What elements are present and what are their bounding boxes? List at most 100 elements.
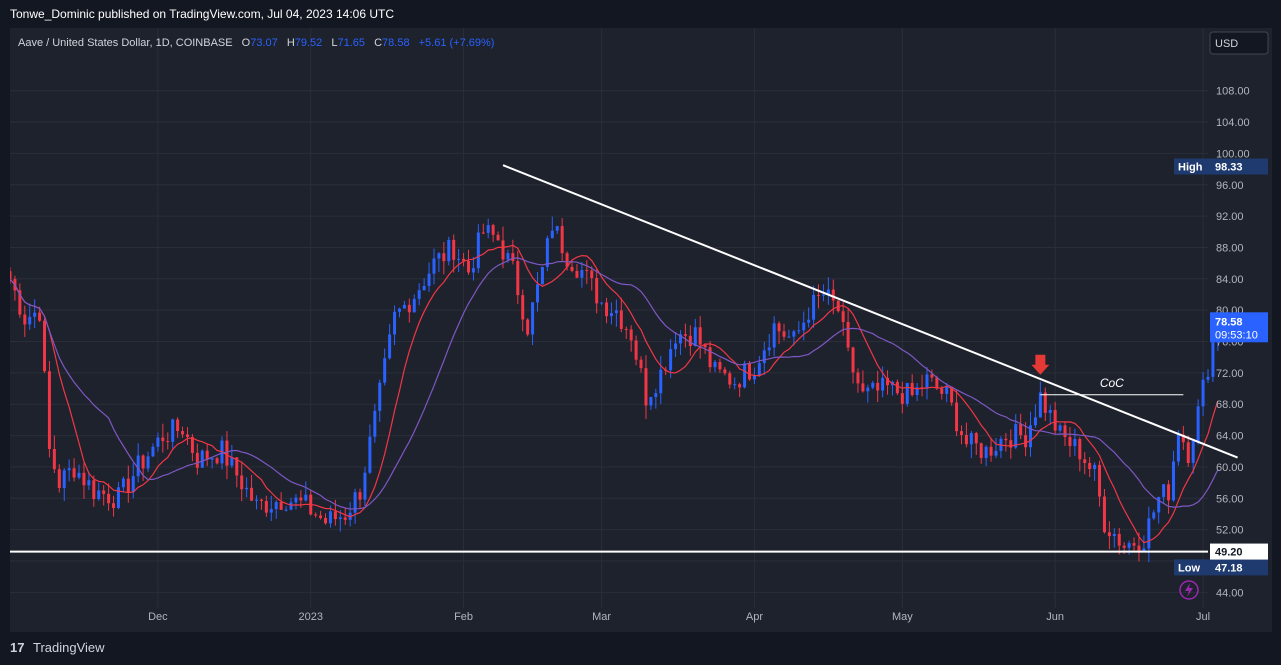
candle-body: [709, 347, 712, 367]
candle-body: [590, 271, 593, 279]
candle-body: [778, 323, 781, 331]
grid-layer: [10, 28, 1208, 608]
candle-body: [166, 441, 169, 442]
legend: Aave / United States Dollar, 1D, COINBAS…: [18, 37, 494, 49]
candle-body: [1044, 392, 1047, 412]
high-marker-value: 98.33: [1215, 161, 1243, 173]
candle-body: [852, 348, 855, 373]
candle-body: [201, 451, 204, 468]
candle-body: [1128, 543, 1131, 548]
candle-body: [1039, 392, 1042, 417]
candle-body: [314, 514, 317, 515]
x-axis-labels: Dec2023FebMarAprMayJunJul: [148, 611, 1210, 623]
candle-body: [477, 233, 480, 269]
candle-body: [156, 438, 159, 447]
candle-body: [334, 511, 337, 519]
y-tick-label: 92.00: [1216, 211, 1244, 223]
y-tick-label: 68.00: [1216, 399, 1244, 411]
candlestick-chart[interactable]: Dec2023FebMarAprMayJunJul CoC 44.0048.00…: [10, 28, 1272, 632]
candle-body: [502, 240, 505, 259]
price-axis[interactable]: 44.0048.0052.0056.0060.0064.0068.0072.00…: [1174, 86, 1268, 600]
currency-button[interactable]: USD: [1210, 32, 1268, 54]
y-tick-label: 72.00: [1216, 368, 1244, 380]
candle-body: [1098, 465, 1101, 497]
candle-body: [304, 495, 307, 501]
candle-body: [457, 259, 460, 260]
chart-container[interactable]: Dec2023FebMarAprMayJunJul CoC 44.0048.00…: [10, 28, 1272, 632]
candle-body: [792, 331, 795, 336]
candle-body: [290, 502, 293, 509]
candle-body: [270, 509, 273, 513]
candle-body: [1167, 484, 1170, 500]
candle-body: [1211, 342, 1214, 377]
candle-body: [428, 274, 431, 286]
candle-body: [250, 488, 253, 501]
candle-body: [58, 469, 61, 488]
candle-body: [211, 458, 214, 460]
candle-body: [556, 226, 559, 231]
candle-body: [1172, 461, 1175, 500]
candle-body: [48, 371, 51, 449]
tradingview-brand: TradingView: [33, 640, 105, 655]
candle-body: [403, 305, 406, 309]
candle-body: [265, 501, 268, 513]
candle-body: [275, 502, 278, 509]
legend-change: +5.61 (+7.69%): [419, 37, 495, 49]
candle-body: [482, 233, 485, 234]
low-marker-value: 47.18: [1215, 562, 1243, 574]
y-tick-label: 64.00: [1216, 431, 1244, 443]
candle-body: [10, 271, 12, 279]
candle-body: [925, 374, 928, 388]
candle-body: [1014, 424, 1017, 448]
replay-icon[interactable]: [1180, 581, 1198, 599]
low-marker-label: Low: [1178, 562, 1200, 574]
candle-body: [255, 500, 258, 501]
candle-body: [1083, 459, 1086, 463]
candle-body: [413, 299, 416, 312]
candle-body: [832, 290, 835, 301]
candle-body: [285, 510, 288, 511]
candle-body: [866, 388, 869, 392]
drawings-layer[interactable]: CoC: [10, 165, 1238, 551]
candle-body: [132, 476, 135, 492]
x-tick-label: Dec: [148, 611, 168, 623]
candle-body: [1024, 435, 1027, 447]
down-arrow-icon: [1031, 355, 1049, 375]
candle-body: [689, 336, 692, 346]
candle-body: [871, 383, 874, 388]
candle-body: [181, 431, 184, 434]
candle-body: [467, 261, 470, 272]
candle-body: [970, 433, 973, 444]
candle-body: [718, 362, 721, 369]
candle-body: [171, 419, 174, 441]
candle-body: [783, 331, 786, 336]
candle-body: [354, 492, 357, 513]
candle-body: [546, 238, 549, 267]
candle-body: [1108, 532, 1111, 536]
candle-body: [935, 378, 938, 389]
candle-body: [1088, 463, 1091, 469]
candle-body: [1054, 410, 1057, 431]
candle-body: [388, 334, 391, 358]
candle-body: [881, 378, 884, 391]
high-marker-label: High: [1178, 161, 1203, 173]
x-tick-label: Apr: [746, 611, 763, 623]
candle-body: [368, 437, 371, 473]
candle-body: [955, 403, 958, 432]
legend-low-value: 71.65: [337, 37, 365, 49]
y-tick-label: 60.00: [1216, 462, 1244, 474]
publisher-text: Tonwe_Dominic published on TradingView.c…: [10, 7, 394, 21]
legend-close-label: C: [374, 37, 382, 49]
candle-body: [669, 349, 672, 370]
x-tick-label: Jun: [1046, 611, 1064, 623]
candle-body: [861, 383, 864, 391]
candle-body: [339, 517, 342, 519]
candle-body: [299, 498, 302, 501]
candle-body: [945, 387, 948, 394]
y-tick-label: 88.00: [1216, 242, 1244, 254]
last-price-countdown: 09:53:10: [1215, 329, 1258, 341]
y-tick-label: 96.00: [1216, 180, 1244, 192]
candle-body: [876, 383, 879, 391]
candle-body: [1068, 437, 1071, 446]
candle-body: [63, 470, 66, 488]
